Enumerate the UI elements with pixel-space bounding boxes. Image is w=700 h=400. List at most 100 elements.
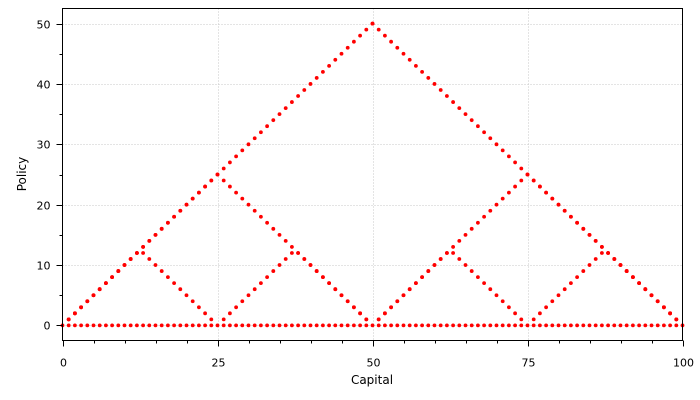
data-point — [569, 281, 573, 286]
data-point — [290, 100, 294, 104]
data-point — [463, 323, 468, 328]
data-point — [451, 100, 455, 104]
data-point — [166, 220, 170, 225]
data-point — [445, 251, 449, 255]
data-point — [221, 166, 226, 171]
data-point — [333, 57, 338, 62]
data-point — [575, 323, 579, 328]
data-point — [302, 323, 307, 328]
data-point — [544, 323, 548, 328]
data-point — [531, 323, 536, 328]
data-point — [197, 323, 201, 328]
data-point — [302, 88, 307, 92]
data-point — [457, 106, 462, 110]
data-point — [66, 323, 71, 328]
data-point — [135, 251, 139, 255]
data-point — [376, 323, 381, 328]
data-point — [451, 251, 455, 255]
data-point — [383, 323, 387, 328]
data-point — [122, 263, 127, 267]
data-point — [197, 190, 201, 195]
data-point — [451, 323, 455, 328]
data-point — [370, 323, 375, 328]
data-point — [290, 323, 294, 328]
data-point — [345, 299, 350, 304]
data-point — [500, 148, 505, 153]
y-tick-label: 20 — [37, 200, 51, 213]
data-point — [662, 323, 666, 328]
data-point — [569, 323, 573, 328]
y-axis-title: Policy — [15, 157, 29, 192]
data-point — [513, 311, 517, 316]
data-point — [283, 239, 288, 243]
data-point — [612, 257, 617, 261]
data-point — [327, 323, 331, 328]
data-point — [259, 281, 263, 286]
data-point — [172, 281, 177, 286]
data-point — [296, 94, 300, 98]
data-point — [649, 323, 654, 328]
data-point — [432, 263, 437, 267]
data-point — [426, 76, 431, 80]
data-point — [600, 323, 604, 328]
data-point — [482, 130, 486, 135]
data-point — [383, 311, 387, 316]
data-point — [637, 323, 641, 328]
data-point — [500, 323, 505, 328]
data-point — [581, 323, 586, 328]
data-point — [519, 323, 524, 328]
x-axis: 0 25 50 75 100 — [60, 340, 694, 370]
data-point — [110, 275, 114, 280]
data-point — [141, 323, 146, 328]
data-point — [414, 63, 418, 68]
data-point — [668, 311, 672, 316]
data-point — [507, 190, 511, 195]
data-point — [624, 323, 629, 328]
data-point — [159, 226, 164, 231]
data-point — [203, 311, 208, 316]
data-point — [271, 269, 276, 273]
data-point — [141, 251, 146, 255]
data-point — [426, 323, 431, 328]
data-point — [438, 88, 443, 92]
data-point — [370, 21, 375, 26]
data-point — [296, 251, 300, 255]
data-point — [116, 323, 121, 328]
data-point — [643, 287, 648, 292]
data-point — [296, 323, 300, 328]
data-point — [327, 281, 331, 286]
data-point — [228, 184, 232, 189]
data-point — [172, 214, 177, 219]
data-point — [265, 124, 269, 129]
y-tick-label: 50 — [37, 19, 51, 32]
data-point — [234, 305, 239, 310]
data-point — [209, 317, 214, 322]
data-point — [376, 317, 381, 322]
data-point — [277, 323, 282, 328]
data-point — [407, 323, 412, 328]
data-point — [147, 257, 152, 261]
data-point — [178, 323, 183, 328]
data-point — [178, 208, 183, 213]
data-point — [203, 184, 208, 189]
data-point — [259, 130, 263, 135]
data-point — [122, 323, 127, 328]
data-point — [73, 323, 77, 328]
data-point — [352, 305, 356, 310]
data-point — [271, 323, 276, 328]
data-point — [97, 323, 102, 328]
data-point — [587, 263, 592, 267]
data-point — [469, 323, 474, 328]
data-point — [600, 251, 604, 255]
data-point — [395, 299, 400, 304]
data-point — [643, 323, 648, 328]
data-point — [519, 166, 524, 171]
data-point — [637, 281, 641, 286]
data-point — [283, 106, 288, 110]
data-point — [618, 263, 623, 267]
data-point — [215, 323, 220, 328]
data-point — [593, 239, 598, 243]
data-point — [593, 323, 598, 328]
data-point — [531, 317, 536, 322]
